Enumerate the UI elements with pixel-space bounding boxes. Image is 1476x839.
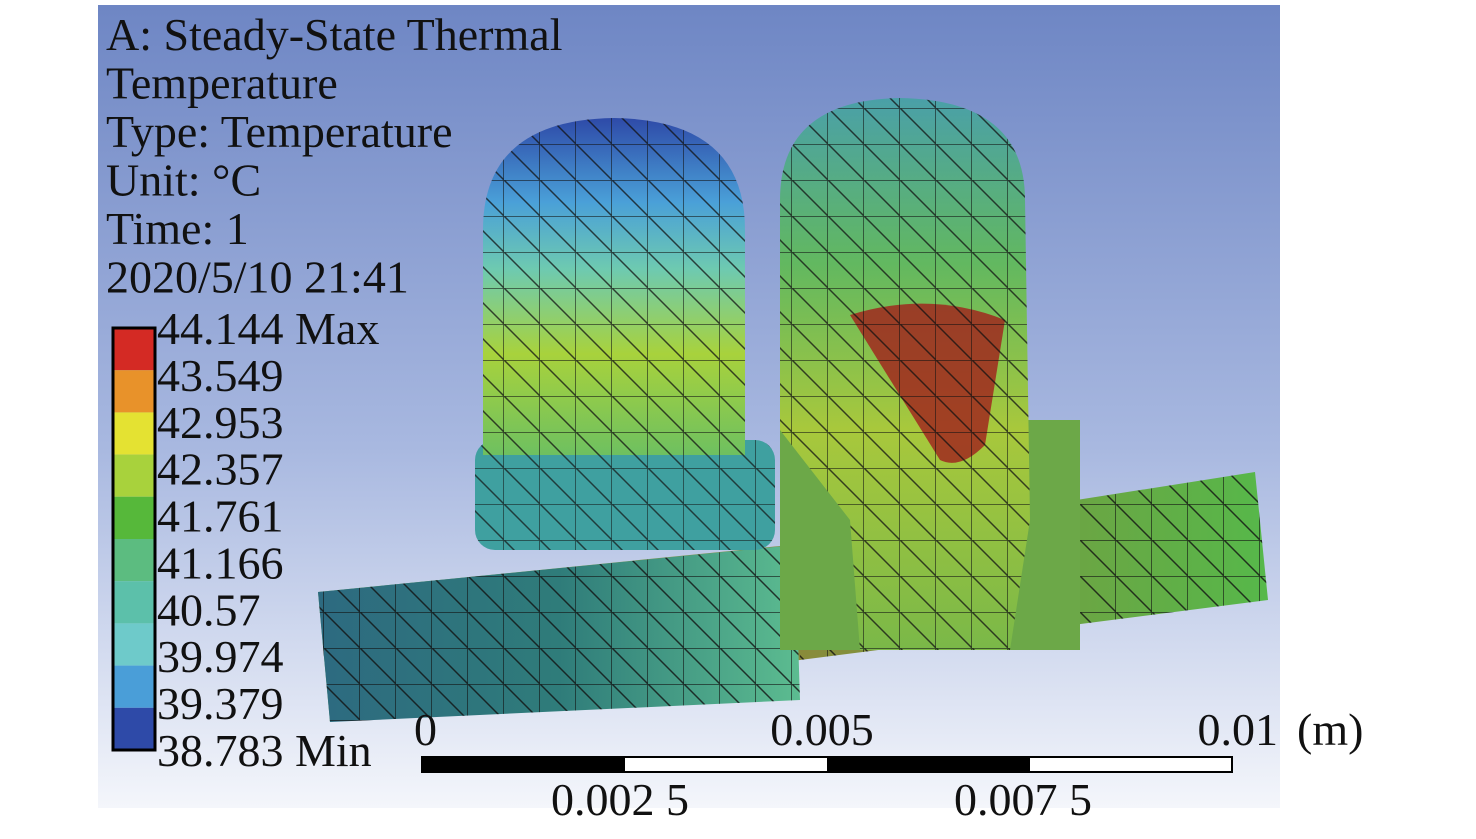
scale-label: 0.007 5	[954, 774, 1092, 825]
legend-band	[113, 707, 155, 750]
legend-label: 44.144 Max	[157, 303, 379, 354]
scale-label: 0.002 5	[551, 774, 689, 825]
legend-label: 39.379	[157, 678, 284, 729]
legend-label: 38.783 Min	[157, 725, 372, 776]
legend-label: 40.57	[157, 584, 261, 635]
header-line: A: Steady-State Thermal	[106, 9, 562, 60]
legend-label: 39.974	[157, 631, 284, 682]
legend: 44.144 Max43.54942.95342.35741.76141.166…	[111, 303, 379, 776]
header-line: 2020/5/10 21:41	[106, 252, 409, 303]
legend-band	[113, 370, 155, 413]
header-line: Type: Temperature	[106, 106, 453, 157]
legend-band	[113, 328, 155, 371]
legend-frame	[111, 326, 157, 752]
legend-label: 42.357	[157, 444, 284, 495]
header-line: Unit: °C	[106, 155, 261, 206]
scale-label: 0.005	[770, 704, 874, 755]
scale-bar-segment	[422, 757, 625, 772]
scale-label: 0	[414, 704, 437, 755]
scale-unit: (m)	[1297, 704, 1363, 755]
legend-band	[113, 623, 155, 666]
legend-band	[113, 496, 155, 539]
header-line: Temperature	[106, 58, 338, 109]
legend-label: 42.953	[157, 397, 284, 448]
legend-label: 41.761	[157, 491, 284, 542]
legend-label: 43.549	[157, 350, 284, 401]
scale-label: 0.01	[1198, 704, 1279, 755]
legend-band	[113, 454, 155, 497]
model	[318, 98, 1268, 722]
scale-bar-segment	[827, 757, 1030, 772]
header: A: Steady-State ThermalTemperatureType: …	[106, 9, 562, 303]
legend-band	[113, 539, 155, 582]
header-line: Time: 1	[106, 203, 249, 254]
legend-band	[113, 581, 155, 624]
legend-label: 41.166	[157, 537, 284, 588]
legend-band	[113, 665, 155, 708]
legend-band	[113, 412, 155, 455]
scale-bar: 0 0.005 0.01 (m) 0.002 5 0.007 5	[414, 704, 1363, 825]
